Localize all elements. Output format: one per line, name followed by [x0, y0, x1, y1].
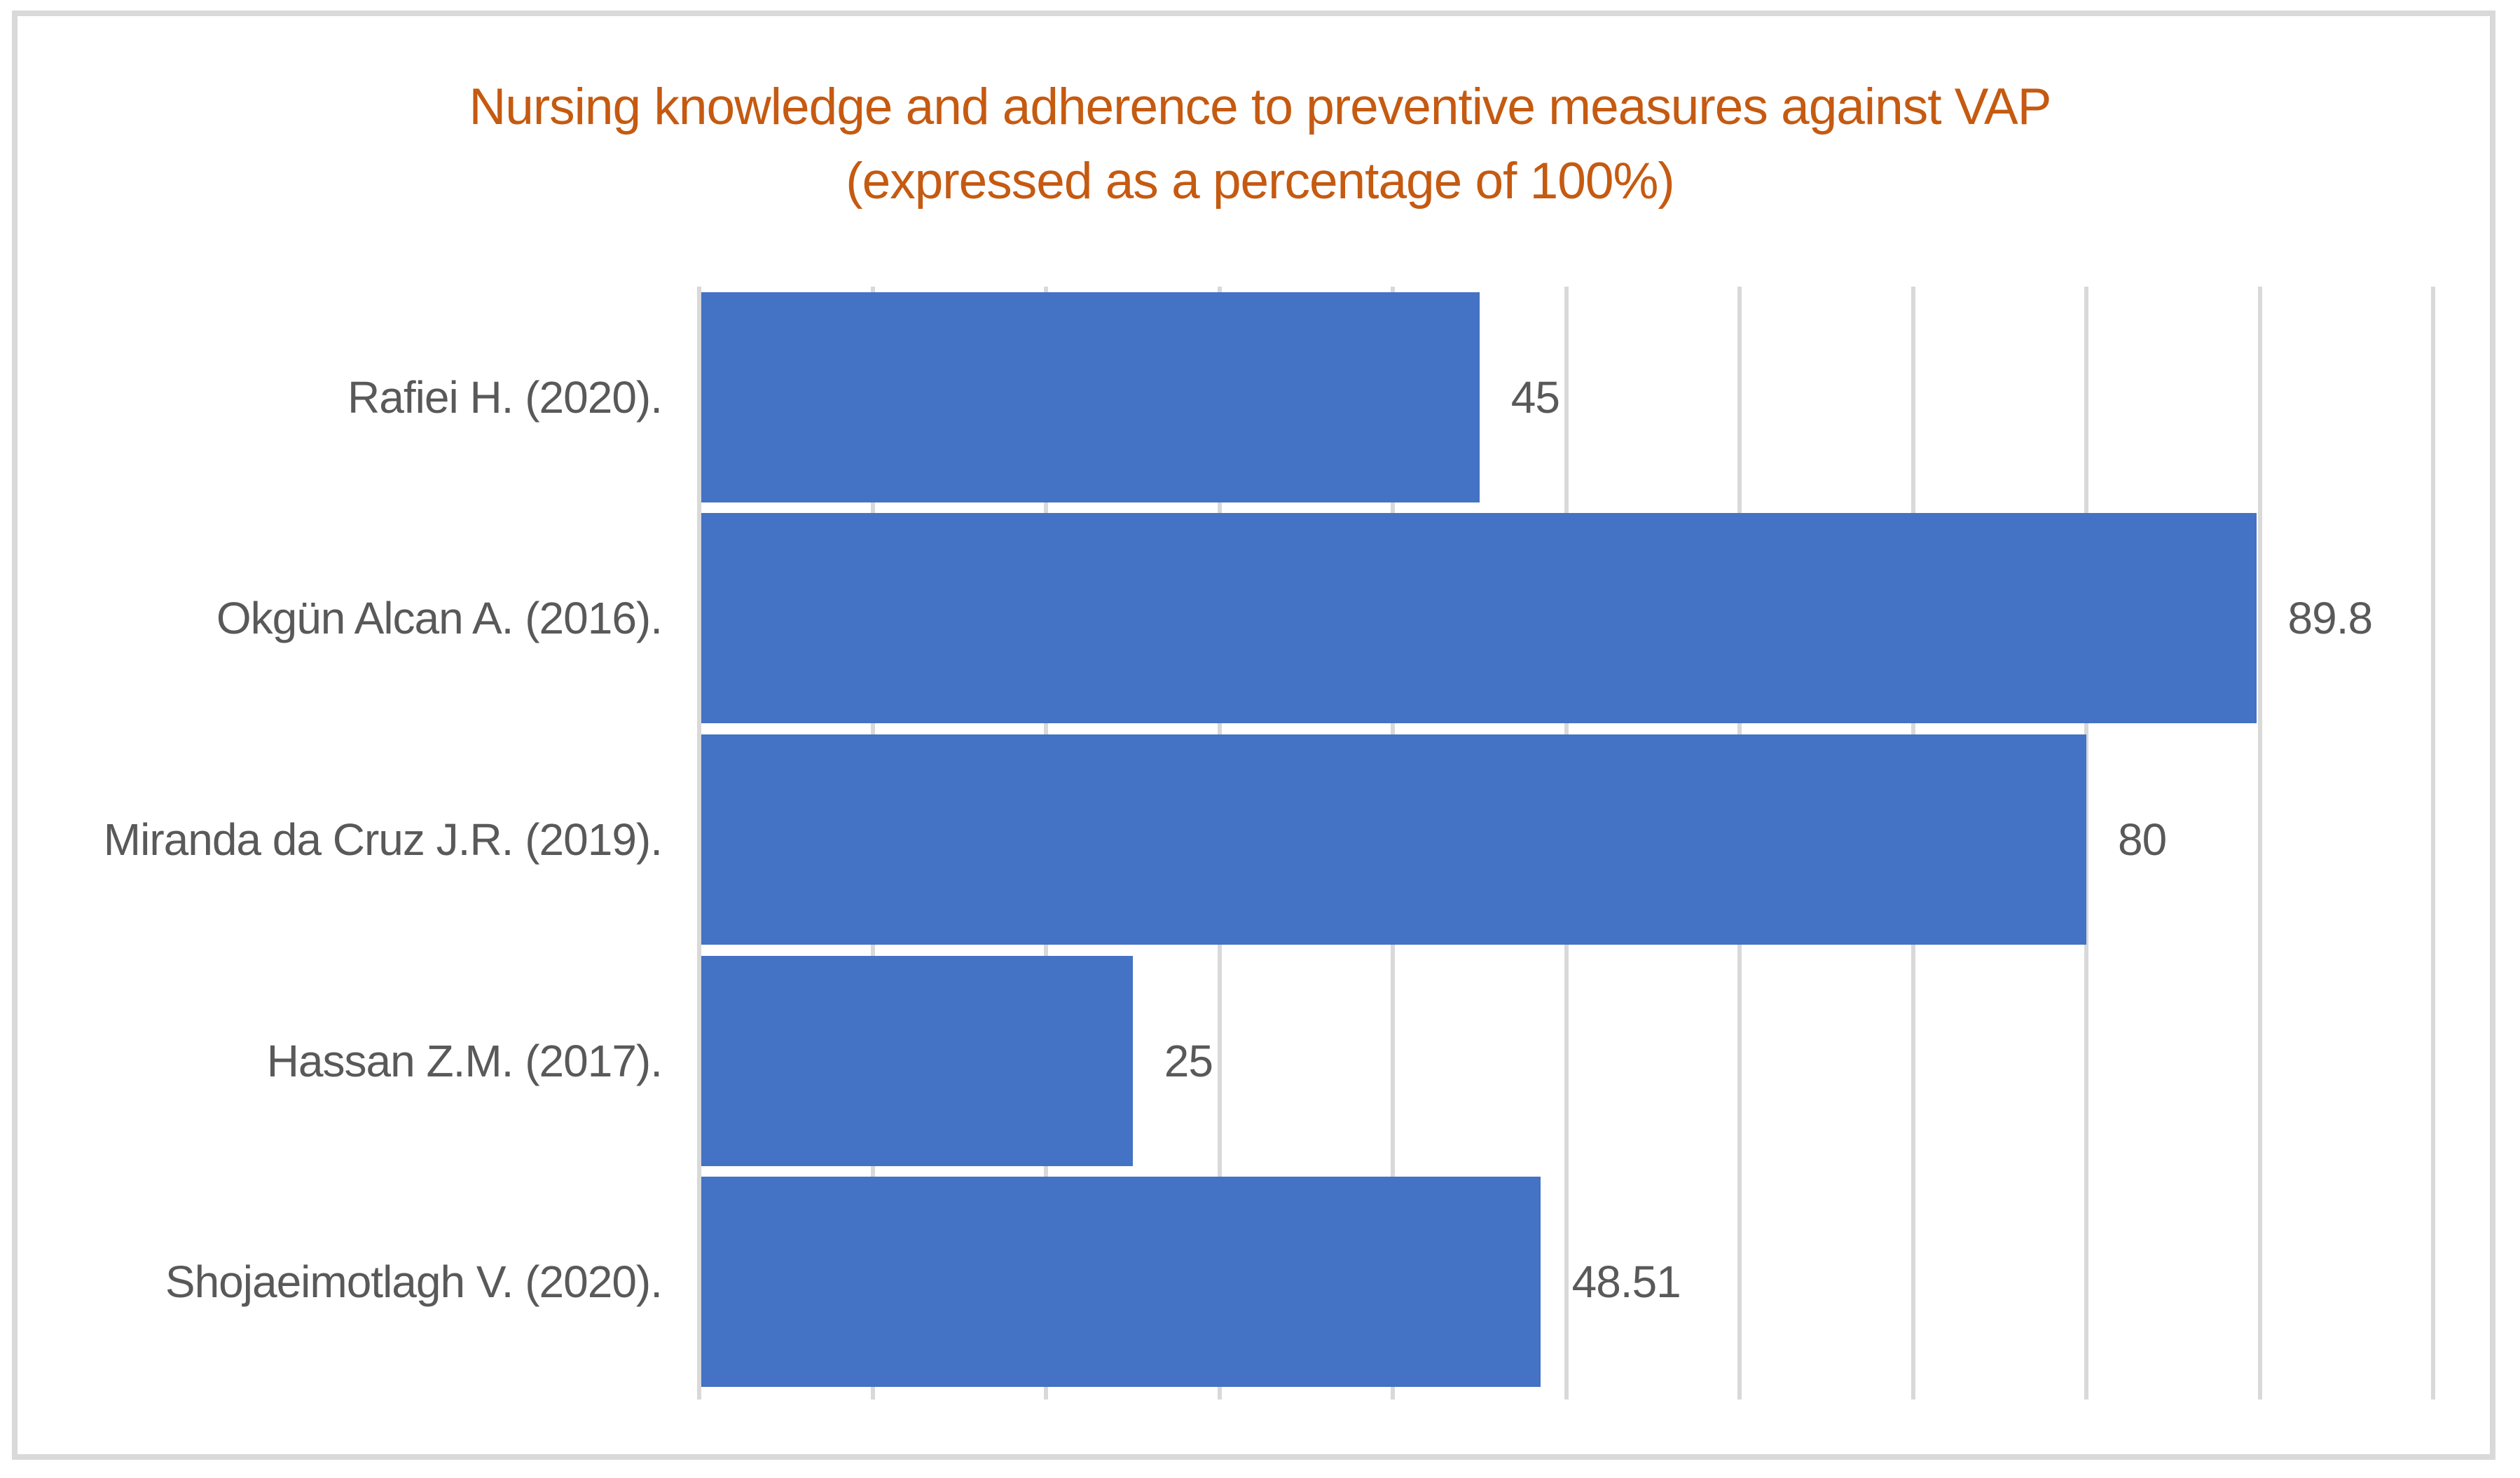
bar	[701, 734, 2086, 945]
gridline	[2257, 287, 2262, 1400]
bar	[701, 1177, 1541, 1388]
category-label: Okgün Alcan A. (2016).	[216, 593, 663, 644]
bar	[701, 955, 1133, 1166]
chart-title-line2: (expressed as a percentage of 100%)	[846, 153, 1674, 210]
bar-value-label: 89.8	[2287, 593, 2374, 644]
bar	[701, 292, 1480, 502]
category-label: Hassan Z.M. (2017).	[266, 1035, 663, 1086]
category-label: Rafiei H. (2020).	[347, 371, 663, 423]
bar-value-label: 25	[1164, 1035, 1213, 1086]
bar-value-label: 80	[2118, 814, 2167, 865]
category-label: Shojaeimotlagh V. (2020).	[165, 1257, 663, 1308]
bar	[701, 513, 2257, 724]
category-label: Miranda da Cruz J.R. (2019).	[103, 814, 663, 865]
chart-title: Nursing knowledge and adherence to preve…	[0, 70, 2520, 219]
bar-value-label: 48.51	[1571, 1257, 1681, 1308]
bar-value-label: 45	[1510, 371, 1560, 423]
plot-area: 45 89.8 80 25 48.51	[697, 287, 2435, 1400]
gridline	[2431, 287, 2435, 1400]
gridline	[2084, 287, 2088, 1400]
value-axis-line	[697, 287, 701, 1400]
chart-title-line1: Nursing knowledge and adherence to preve…	[469, 78, 2052, 135]
